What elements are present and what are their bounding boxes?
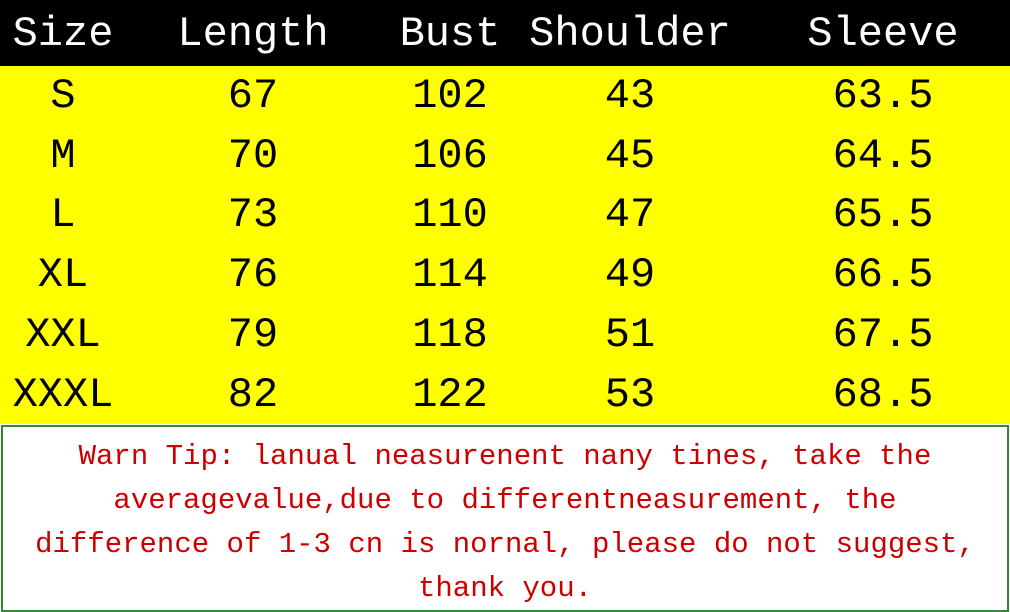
header-cell: Length	[177, 10, 329, 58]
header-cell: Size	[12, 10, 114, 58]
warning-note: Warn Tip: lanual neasurenent nany tines,…	[1, 425, 1009, 612]
table-cell: 67.5	[832, 310, 934, 359]
table-cell: 102	[412, 72, 488, 120]
table-cell: S	[50, 72, 76, 120]
table-cell: 66.5	[832, 251, 934, 300]
note-line: averagevalue,due to differentneasurement…	[113, 484, 897, 517]
note-line: Warn Tip: lanual neasurenent nany tines,…	[78, 440, 932, 473]
table-cell: 118	[412, 310, 488, 359]
table-cell: 51	[604, 310, 656, 359]
table-cell: 68.5	[832, 370, 934, 419]
table-cell: 73	[227, 191, 279, 240]
note-line: thank you.	[417, 572, 593, 605]
table-body: S 67 102 43 63.5 M 70 106 45 64.5 L 73 110 47 65.5 XL 76…	[0, 66, 1010, 424]
table-cell: 45	[604, 131, 656, 180]
header-cell: Sleeve	[807, 10, 959, 58]
table-cell: 67	[227, 72, 279, 120]
table-cell: XL	[37, 251, 89, 300]
table-cell: 106	[412, 131, 488, 180]
header-row: Size Length Bust Shoulder Sleeve	[0, 0, 1010, 66]
table-cell: 65.5	[832, 191, 934, 240]
table-cell: 63.5	[832, 72, 934, 120]
table-cell: 76	[227, 251, 279, 300]
table-cell: 122	[412, 370, 488, 419]
table-cell: XXL	[25, 310, 101, 359]
header-cell: Shoulder	[529, 10, 731, 58]
table-cell: M	[50, 131, 76, 180]
note-line: difference of 1-3 cn is nornal, please d…	[35, 528, 975, 561]
header-cell: Bust	[399, 10, 501, 58]
table-cell: 114	[412, 251, 488, 300]
table-cell: L	[50, 191, 76, 240]
table-cell: 79	[227, 310, 279, 359]
table-cell: 49	[604, 251, 656, 300]
table-cell: 82	[227, 370, 279, 419]
table-cell: 64.5	[832, 131, 934, 180]
table-cell: 53	[604, 370, 656, 419]
table-cell: 70	[227, 131, 279, 180]
table-cell: 110	[412, 191, 488, 240]
table-cell: XXXL	[12, 370, 114, 419]
table-cell: 43	[604, 72, 656, 120]
table-cell: 47	[604, 191, 656, 240]
